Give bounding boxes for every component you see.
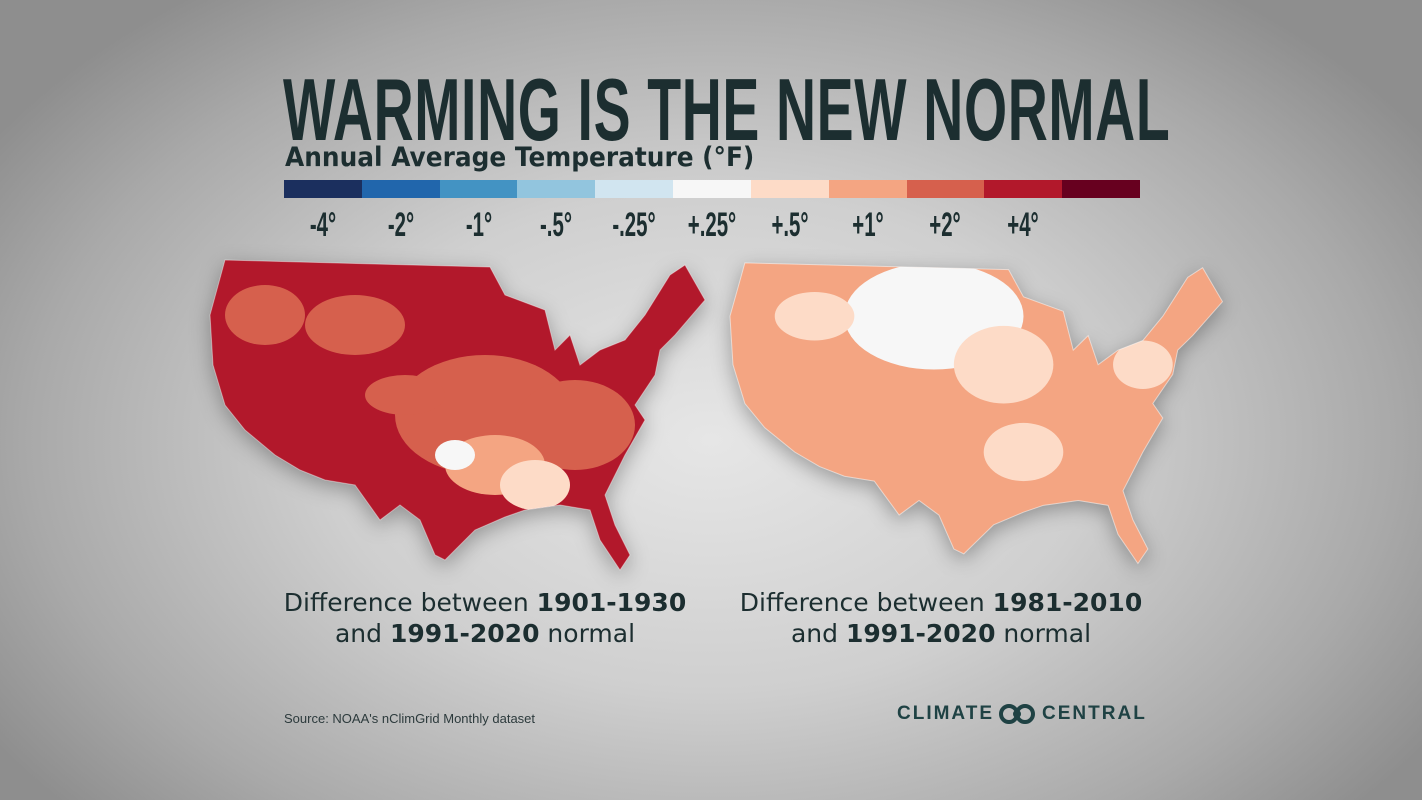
legend-swatch [361, 180, 440, 198]
logo-rings-icon [999, 704, 1036, 724]
legend-label: -1° [465, 206, 492, 244]
legend-swatch [984, 180, 1063, 198]
caption-period: 1981-2010 [992, 588, 1143, 617]
legend-label: +4° [1007, 206, 1039, 244]
map-1901-1930 [209, 259, 706, 571]
caption-text: Difference between [739, 588, 993, 617]
legend-label: -2° [387, 206, 414, 244]
legend-label: -.25° [612, 206, 656, 244]
legend-swatch [1062, 180, 1140, 198]
caption-period: 1991-2020 [389, 619, 540, 648]
legend-title: Annual Average Temperature (°F) [285, 142, 755, 173]
caption-text: and [790, 619, 846, 648]
legend-label: -4° [309, 206, 337, 244]
legend-labels: -4° -2° -1° -.5° -.25° +.25° +.5° +1° +2° +4° [284, 206, 1140, 246]
climate-central-logo: CLIMATE CENTRAL [897, 703, 1147, 725]
caption-period: 1991-2020 [845, 619, 996, 648]
legend-swatch [673, 180, 751, 198]
caption-right: Difference between 1981-2010 and 1991-20… [701, 587, 1181, 649]
legend-swatch [517, 180, 596, 198]
legend-label: +1° [851, 206, 884, 244]
legend-swatch [750, 180, 829, 198]
map-1981-2010 [729, 262, 1223, 565]
legend-label: +2° [929, 206, 962, 244]
caption-text: normal [995, 619, 1092, 648]
legend-swatch [439, 180, 518, 198]
page-title: WARMING IS THE NEW NORMAL [283, 60, 1171, 159]
caption-left: Difference between 1901-1930 and 1991-20… [245, 587, 725, 649]
legend-label: +.5° [771, 206, 809, 244]
source-note: Source: NOAA's nClimGrid Monthly dataset [284, 711, 536, 726]
caption-text: normal [539, 619, 636, 648]
caption-text: and [334, 619, 390, 648]
caption-period: 1901-1930 [536, 588, 687, 617]
logo-text-right: CENTRAL [1042, 703, 1147, 724]
legend-swatch [906, 180, 985, 198]
logo-text-left: CLIMATE [897, 703, 995, 724]
legend-swatch [284, 180, 362, 198]
caption-text: Difference between [283, 588, 537, 617]
legend-swatch [595, 180, 674, 198]
legend-label: +.25° [687, 206, 737, 244]
color-legend [284, 180, 1140, 198]
legend-swatch [828, 180, 907, 198]
legend-label: -.5° [540, 206, 573, 244]
